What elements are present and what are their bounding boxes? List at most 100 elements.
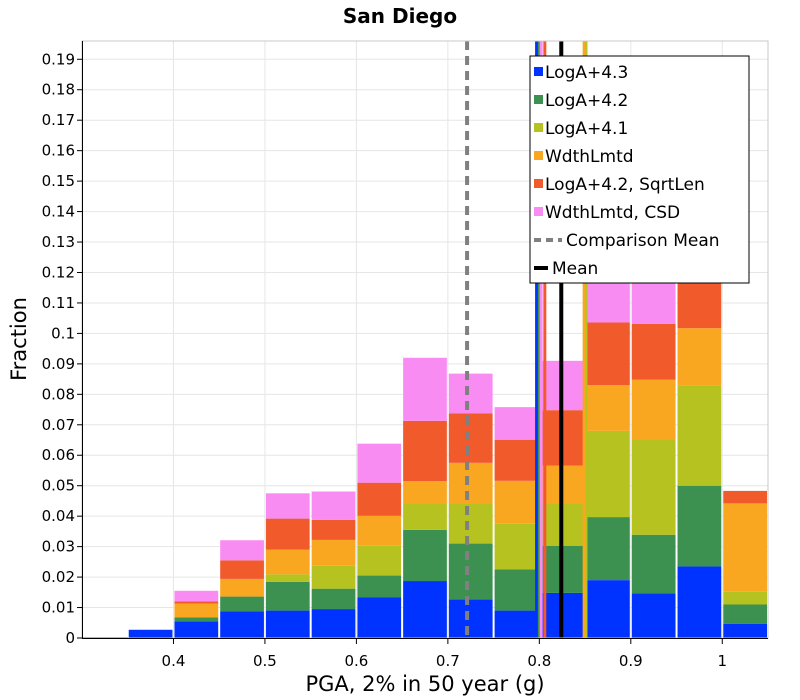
bar-wdthlmtd-csd-bin-4 (265, 493, 310, 519)
bar-loga-4-3-bin-8 (448, 599, 493, 638)
y-tick-label: 0.11 (42, 294, 75, 312)
y-tick-label: 0.18 (42, 81, 75, 99)
y-tick-label: 0.09 (42, 355, 75, 373)
legend: LogA+4.3 LogA+4.2 LogA+4.1 WdthLmtd LogA+4.2… (529, 55, 750, 284)
bar-wdthlmtd-bin-2 (174, 603, 219, 618)
bar-loga-4-3-bin-13 (677, 566, 722, 638)
legend-swatch-loga-4-1 (534, 123, 543, 132)
x-tick-label: 0.4 (162, 652, 186, 670)
bars-group (82, 190, 767, 638)
legend-label-comparison-mean: Comparison Mean (566, 231, 720, 251)
bar-loga-4-3-bin-6 (357, 597, 402, 638)
bar-loga-4-3-bin-1 (128, 629, 173, 638)
bar-wdthlmtd-bin-7 (403, 481, 447, 504)
bar-loga-4-3-bin-4 (265, 610, 310, 638)
y-tick-label: 0.17 (42, 111, 75, 129)
bar-loga-4-3-bin-12 (631, 593, 676, 638)
y-tick-label: 0.04 (42, 507, 75, 525)
legend-swatch-loga-4-3 (534, 67, 543, 76)
bar-loga-4-2-bin-2 (174, 617, 219, 622)
legend-swatch-wdthlmtd-csd (534, 207, 543, 216)
y-axis-ticks: 0 0.01 0.02 0.03 0.04 0.05 0.06 0.07 0.08 0.09 0.1… (42, 50, 82, 647)
legend-label-wdthlmtd: WdthLmtd (545, 147, 634, 167)
y-tick-label: 0.08 (42, 385, 75, 403)
bar-wdthlmtd-bin-8 (448, 462, 493, 504)
bar-loga-4-2-sqrtlen-bin-2 (174, 601, 219, 604)
y-tick-label: 0.13 (42, 233, 75, 251)
bar-wdthlmtd-csd-bin-8 (448, 373, 493, 414)
bar-loga-4-2-bin-14 (723, 604, 767, 624)
bar-loga-4-2-bin-4 (265, 581, 310, 611)
bar-wdthlmtd-csd-bin-9 (494, 407, 539, 440)
y-tick-label: 0.05 (42, 477, 75, 495)
bar-wdthlmtd-bin-12 (631, 379, 676, 441)
bar-loga-4-2-bin-9 (494, 569, 539, 611)
legend-label-loga-4-3: LogA+4.3 (545, 63, 628, 83)
x-tick-label: 0.7 (436, 652, 460, 670)
bar-loga-4-2-sqrtlen-bin-4 (265, 518, 310, 550)
bar-loga-4-2-bin-13 (677, 485, 722, 567)
y-tick-label: 0.14 (42, 203, 75, 221)
bar-wdthlmtd-csd-bin-7 (403, 357, 447, 421)
x-tick-label: 0.6 (344, 652, 368, 670)
x-tick-label: 0.8 (527, 652, 551, 670)
bar-loga-4-3-bin-5 (311, 609, 356, 638)
bar-loga-4-2-bin-3 (220, 596, 264, 612)
legend-swatch-loga-4-2-sqrtlen (534, 179, 543, 188)
bar-loga-4-2-sqrtlen-bin-3 (220, 560, 264, 579)
bar-loga-4-2-sqrtlen-bin-14 (723, 490, 767, 504)
bar-wdthlmtd-csd-bin-3 (220, 540, 264, 561)
bar-loga-4-3-bin-7 (403, 581, 447, 638)
bar-loga-4-2-sqrtlen-bin-12 (631, 323, 676, 380)
bar-wdthlmtd-bin-11 (586, 385, 630, 431)
bar-loga-4-3-bin-2 (174, 621, 219, 638)
bar-wdthlmtd-bin-9 (494, 480, 539, 524)
bar-loga-4-1-bin-4 (265, 574, 310, 582)
y-axis-label: Fraction (7, 297, 31, 381)
bar-loga-4-2-bin-11 (586, 517, 630, 581)
bar-loga-4-1-bin-6 (357, 545, 402, 576)
bar-loga-4-3-bin-9 (494, 610, 539, 638)
chart-title: San Diego (343, 4, 457, 28)
bar-loga-4-2-bin-7 (403, 529, 447, 582)
legend-box (529, 55, 750, 284)
legend-label-loga-4-2-sqrtlen: LogA+4.2, SqrtLen (545, 175, 705, 195)
legend-label-wdthlmtd-csd: WdthLmtd, CSD (545, 203, 680, 223)
bar-wdthlmtd-csd-bin-5 (311, 491, 356, 520)
legend-swatch-loga-4-2 (534, 95, 543, 104)
x-tick-label: 1 (717, 652, 727, 670)
bar-wdthlmtd-bin-14 (723, 503, 767, 592)
bar-loga-4-2-sqrtlen-bin-5 (311, 519, 356, 540)
bar-loga-4-1-bin-7 (403, 503, 447, 530)
bar-loga-4-2-sqrtlen-bin-8 (448, 413, 493, 463)
x-tick-label: 0.5 (253, 652, 277, 670)
bar-loga-4-2-sqrtlen-bin-11 (586, 322, 630, 386)
y-tick-label: 0 (65, 629, 75, 647)
legend-label-mean: Mean (552, 259, 598, 279)
bar-loga-4-2-bin-8 (448, 543, 493, 600)
y-tick-label: 0.01 (42, 599, 75, 617)
x-axis-ticks: 0.4 0.5 0.6 0.7 0.8 0.9 1 (162, 638, 727, 670)
y-tick-label: 0.07 (42, 416, 75, 434)
y-tick-label: 0.02 (42, 568, 75, 586)
bar-wdthlmtd-bin-5 (311, 539, 356, 566)
bar-loga-4-1-bin-12 (631, 440, 676, 535)
bar-loga-4-3-bin-11 (586, 580, 630, 638)
bar-wdthlmtd-csd-bin-2 (174, 590, 219, 602)
y-tick-label: 0.16 (42, 142, 75, 160)
bar-loga-4-2-bin-5 (311, 588, 356, 610)
y-tick-label: 0.12 (42, 263, 75, 281)
y-tick-label: 0.06 (42, 446, 75, 464)
legend-label-loga-4-2: LogA+4.2 (545, 91, 628, 111)
bar-loga-4-2-sqrtlen-bin-7 (403, 420, 447, 482)
bar-loga-4-1-bin-8 (448, 503, 493, 544)
bar-loga-4-1-bin-5 (311, 565, 356, 589)
bar-loga-4-3-bin-3 (220, 611, 264, 638)
bar-wdthlmtd-bin-6 (357, 515, 402, 546)
y-tick-label: 0.1 (51, 324, 75, 342)
bar-loga-4-1-bin-11 (586, 430, 630, 518)
bar-loga-4-2-sqrtlen-bin-9 (494, 439, 539, 481)
bar-loga-4-2-bin-12 (631, 534, 676, 594)
bar-wdthlmtd-csd-bin-6 (357, 443, 402, 483)
y-tick-label: 0.19 (42, 50, 75, 68)
